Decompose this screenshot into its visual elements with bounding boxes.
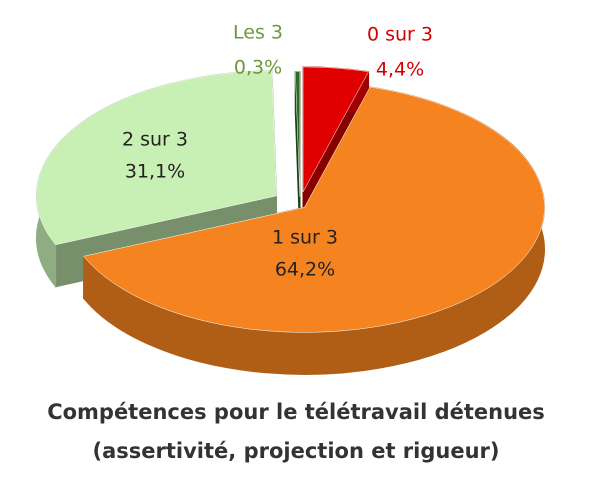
pie: [36, 66, 545, 375]
slice: [295, 71, 301, 197]
slice-value: 4,4%: [376, 59, 424, 81]
slice-value: 64,2%: [275, 259, 335, 281]
slice-category: 0 sur 3: [367, 24, 433, 46]
slice-value: 0,3%: [234, 57, 282, 79]
slice-category: Les 3: [233, 22, 283, 44]
slice: [36, 70, 277, 246]
slice: [302, 66, 369, 193]
slice-category: 1 sur 3: [272, 227, 338, 249]
slice: [83, 86, 545, 333]
slice-category: 2 sur 3: [122, 129, 188, 151]
chart-subtitle: (assertivité, projection et rigueur): [93, 439, 500, 463]
slice-value: 31,1%: [125, 161, 185, 183]
chart-title: Compétences pour le télétravail détenues: [47, 400, 545, 424]
